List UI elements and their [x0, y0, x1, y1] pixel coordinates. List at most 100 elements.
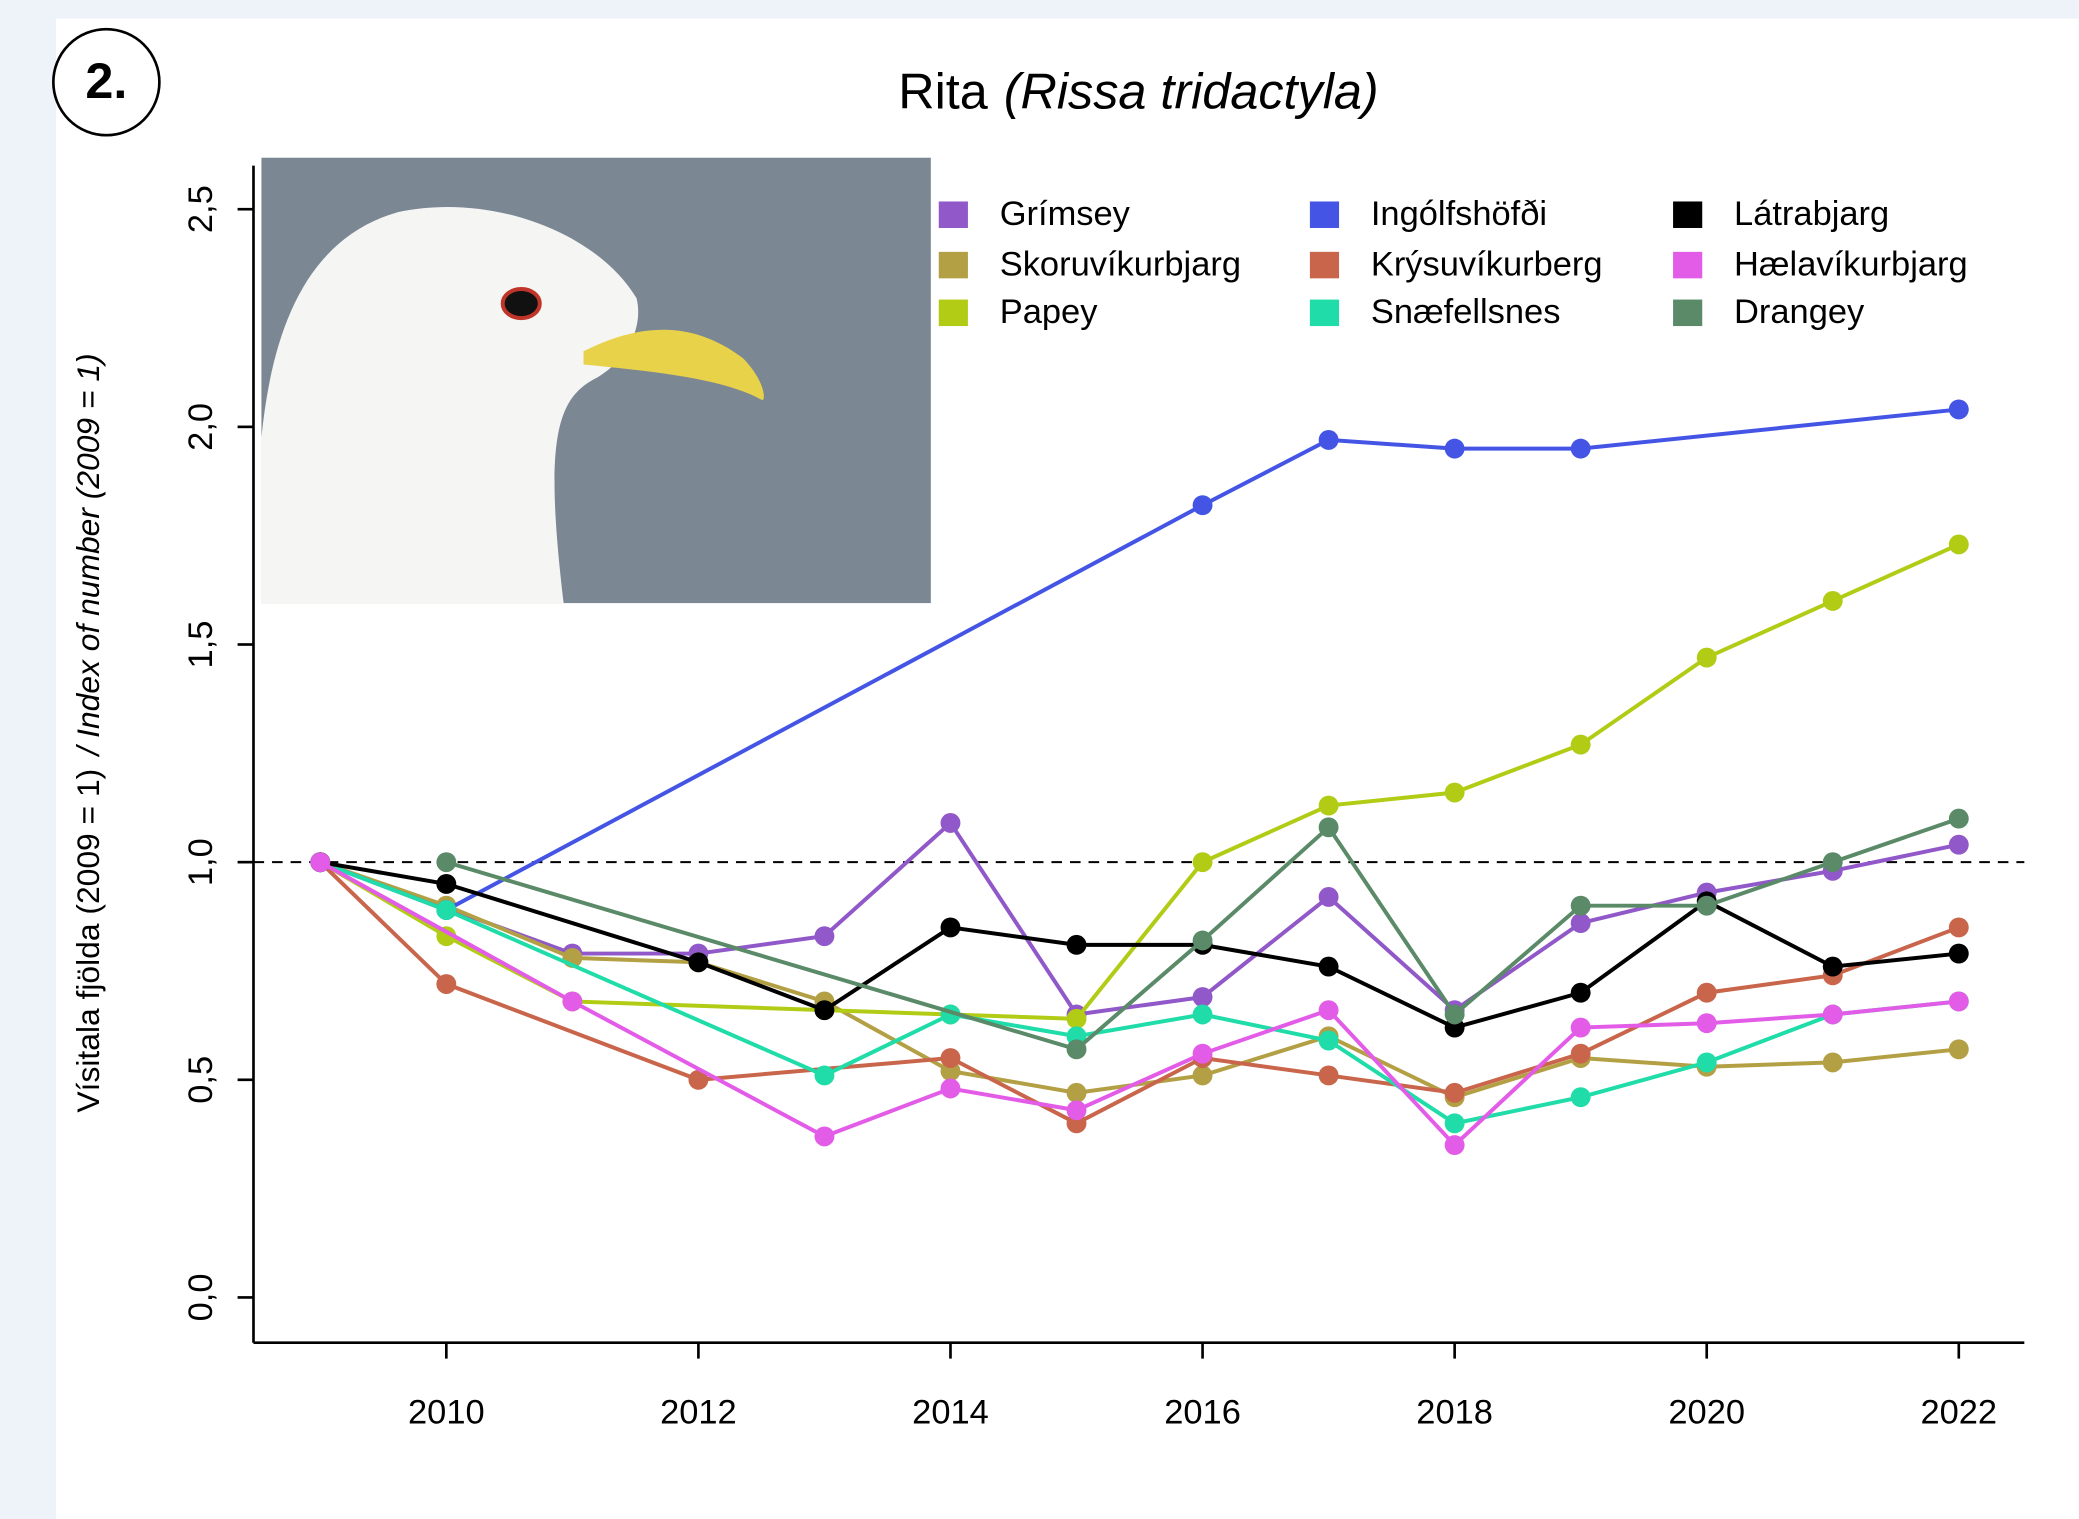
data-point — [1570, 1087, 1591, 1108]
data-point — [688, 952, 709, 973]
y-tick-label: 1,5 — [182, 621, 220, 669]
data-point — [1570, 913, 1591, 934]
data-point — [1822, 852, 1843, 873]
bird-photo — [261, 157, 931, 604]
x-tick-label: 2010 — [408, 1393, 485, 1431]
data-point — [1570, 734, 1591, 755]
data-point — [1822, 956, 1843, 977]
data-point — [1066, 1082, 1087, 1103]
legend-label: Skoruvíkurbjarg — [1000, 246, 1241, 284]
data-point — [1822, 1052, 1843, 1073]
data-point — [1948, 1039, 1969, 1060]
data-point — [1066, 934, 1087, 955]
legend-swatch — [1309, 251, 1340, 279]
data-point — [1192, 987, 1213, 1008]
legend-swatch — [1309, 299, 1340, 327]
data-point — [814, 1065, 835, 1086]
data-point — [1570, 438, 1591, 459]
data-point — [1066, 1039, 1087, 1060]
y-tick-label: 2,5 — [182, 185, 220, 233]
data-point — [1318, 956, 1339, 977]
y-label-italic: / Index of number (2009 = 1) — [70, 353, 106, 757]
legend-label: Látrabjarg — [1734, 195, 1889, 233]
data-point — [1822, 1004, 1843, 1025]
legend-label: Grímsey — [1000, 195, 1131, 233]
data-point — [562, 991, 583, 1012]
data-point — [1066, 1008, 1087, 1029]
data-point — [1696, 895, 1717, 916]
legend-swatch — [1673, 299, 1703, 327]
data-point — [1318, 795, 1339, 816]
chart-title: Rita — [898, 63, 988, 120]
legend-label: Drangey — [1734, 293, 1865, 331]
data-point — [1948, 943, 1969, 964]
data-point — [1948, 534, 1969, 555]
data-point — [1822, 591, 1843, 611]
data-point — [1696, 1052, 1717, 1073]
data-point — [1192, 930, 1213, 951]
data-point — [436, 852, 457, 873]
x-tick-label: 2016 — [1164, 1393, 1241, 1431]
x-tick-label: 2022 — [1920, 1393, 1997, 1431]
y-tick-label: 1,0 — [182, 838, 220, 886]
data-point — [1318, 429, 1339, 450]
data-point — [1570, 982, 1591, 1003]
series-line — [319, 860, 1959, 1126]
data-point — [1318, 817, 1339, 838]
data-point — [1444, 782, 1465, 803]
data-point — [1192, 1004, 1213, 1025]
y-label: Vísitala fjölda (2009 = 1) — [70, 769, 106, 1113]
data-point — [1948, 399, 1969, 420]
legend-label: Papey — [1000, 293, 1098, 331]
bird-eye — [500, 286, 542, 321]
data-point — [1318, 1065, 1339, 1086]
data-point — [1948, 991, 1969, 1012]
series-line — [318, 860, 1960, 1126]
legend-swatch — [1673, 201, 1703, 228]
legend-swatch — [1309, 201, 1340, 228]
legend-swatch — [938, 251, 968, 279]
legend-label: Ingólfshöfði — [1371, 195, 1547, 233]
data-point — [436, 873, 457, 894]
data-point — [1696, 982, 1717, 1003]
y-tick-label: 0,0 — [182, 1273, 220, 1321]
data-point — [1948, 917, 1969, 938]
x-tick-label: 2020 — [1668, 1393, 1745, 1431]
chart-title-latin: (Rissa tridactyla) — [1004, 63, 1379, 120]
data-point — [1066, 1100, 1087, 1121]
data-point — [310, 852, 331, 873]
legend-label: Snæfellsnes — [1371, 293, 1561, 331]
y-tick-label: 2,0 — [182, 403, 220, 451]
legend-swatch — [1673, 251, 1703, 279]
legend-swatch — [938, 201, 968, 228]
data-point — [436, 974, 457, 994]
data-point — [940, 1048, 961, 1068]
data-point — [688, 1069, 709, 1090]
data-point — [940, 813, 961, 833]
data-point — [1318, 1030, 1339, 1051]
data-point — [1948, 834, 1969, 855]
badge-circle — [52, 27, 161, 137]
data-point — [1444, 1113, 1465, 1134]
data-point — [1696, 647, 1717, 668]
data-point — [814, 926, 835, 947]
legend-label: Hælavíkurbjarg — [1734, 246, 1968, 284]
series-line — [319, 860, 1959, 1148]
data-point — [940, 1078, 961, 1099]
data-point — [1570, 1043, 1591, 1064]
data-point — [1192, 495, 1213, 516]
data-point — [1444, 438, 1465, 459]
data-point — [1570, 1017, 1591, 1038]
x-tick-label: 2014 — [912, 1393, 989, 1431]
data-point — [1570, 895, 1591, 916]
x-tick-label: 2018 — [1416, 1393, 1493, 1431]
data-point — [940, 917, 961, 938]
y-axis-title: Vísitala fjölda (2009 = 1) / Index of nu… — [70, 353, 106, 1112]
data-point — [1444, 1135, 1465, 1156]
data-point — [1318, 887, 1339, 907]
data-point — [814, 1126, 835, 1147]
plot: 0,0 0,5 1,0 1,5 2,0 2,5 2010 2012 2014 2016 2018 20… — [182, 165, 2025, 1431]
data-point — [1696, 1013, 1717, 1034]
